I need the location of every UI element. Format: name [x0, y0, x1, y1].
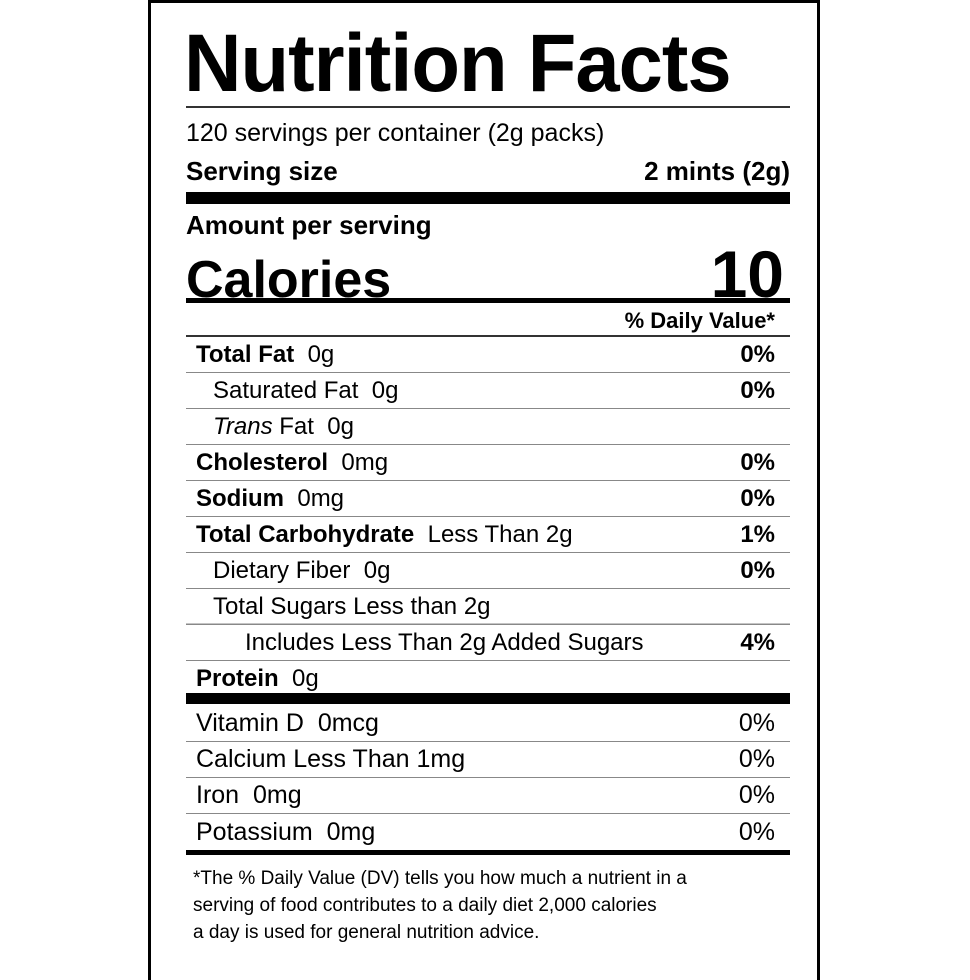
daily-value-header: % Daily Value* — [624, 308, 775, 333]
serving-size-row: Serving size 2 mints (2g) — [186, 156, 790, 187]
nutrient-label: Saturated Fat — [213, 376, 359, 404]
nutrient-amount: 0mg — [297, 484, 345, 512]
vitamin-label: Iron — [196, 781, 240, 809]
vitamin-amount: 0mcg — [317, 709, 379, 737]
vitamin-name: Calcium Less Than 1mg — [186, 745, 465, 774]
nutrient-row: Cholesterol 0mg 0% — [186, 445, 790, 481]
vitamin-row: Potassium 0mg 0% — [186, 814, 790, 850]
medium-divider — [186, 298, 790, 303]
nutrient-daily-value: 0% — [740, 556, 775, 584]
nutrient-name: Protein 0g — [186, 665, 319, 693]
vitamin-row: Calcium Less Than 1mg 0% — [186, 742, 790, 778]
nutrient-daily-value: 4% — [740, 628, 775, 656]
nutrient-row: Sodium 0mg 0% — [186, 481, 790, 517]
nutrient-name: Total Sugars Less than 2g — [186, 593, 491, 621]
nutrient-label: Cholesterol — [196, 448, 329, 476]
vitamin-list: Vitamin D 0mcg 0% Calcium Less Than 1mg 0% I… — [186, 706, 790, 850]
nutrient-label: Total Sugars Less than 2g — [213, 593, 491, 620]
nutrient-name: Dietary Fiber 0g — [186, 557, 390, 585]
vitamin-amount: 0mg — [326, 817, 376, 846]
nutrient-label: Sodium — [196, 484, 284, 512]
footnote-line: serving of food contributes to a daily d… — [193, 895, 657, 916]
label-title: Nutrition Facts — [184, 18, 732, 109]
nutrient-row: Saturated Fat 0g 0% — [186, 373, 790, 409]
nutrient-name: Sodium 0mg — [186, 485, 344, 513]
divider — [186, 335, 790, 337]
vitamin-daily-value: 0% — [738, 817, 775, 846]
nutrient-row: Includes Less Than 2g Added Sugars 4% — [186, 625, 790, 661]
nutrient-name: Saturated Fat 0g — [186, 377, 398, 405]
thick-divider — [186, 192, 790, 204]
nutrient-label: Total Carbohydrate — [196, 520, 415, 548]
medium-divider — [186, 850, 790, 855]
nutrient-amount: 0g — [371, 376, 399, 404]
nutrient-amount: 0mg — [341, 448, 389, 476]
footnote-line: *The % Daily Value (DV) tells you how mu… — [193, 868, 687, 889]
nutrient-label: Trans — [213, 412, 273, 440]
nutrient-amount: Less Than 2g — [427, 520, 573, 548]
divider — [186, 106, 790, 108]
vitamin-row: Vitamin D 0mcg 0% — [186, 706, 790, 742]
nutrient-daily-value: 0% — [740, 484, 775, 512]
nutrient-row: Total Sugars Less than 2g — [186, 589, 790, 625]
nutrient-amount: 0g — [292, 665, 319, 692]
nutrient-row: Total Fat 0g 0% — [186, 337, 790, 373]
nutrient-label: Includes Less Than 2g Added Sugars — [245, 628, 644, 656]
nutrition-facts-label: Nutrition Facts 120 servings per contain… — [148, 0, 820, 980]
nutrient-name: Trans Fat 0g — [186, 413, 354, 441]
servings-per-container: 120 servings per container (2g packs) — [186, 119, 605, 147]
nutrient-daily-value: 0% — [740, 448, 775, 476]
vitamin-name: Potassium 0mg — [186, 818, 375, 847]
nutrient-label: Total Fat — [196, 340, 295, 368]
vitamin-label: Potassium — [196, 817, 313, 846]
nutrient-row: Dietary Fiber 0g 0% — [186, 553, 790, 589]
nutrient-row: Protein 0g — [186, 661, 790, 697]
serving-size-label: Serving size — [186, 156, 338, 186]
nutrient-amount: 0g — [327, 412, 354, 440]
vitamin-daily-value: 0% — [738, 781, 775, 809]
nutrient-amount: 0g — [307, 340, 335, 368]
vitamin-name: Vitamin D 0mcg — [186, 709, 379, 738]
amount-per-serving: Amount per serving — [186, 210, 432, 240]
nutrient-list: Total Fat 0g 0% Saturated Fat 0g 0% Trans Fa… — [186, 337, 790, 697]
thick-divider — [186, 693, 790, 704]
nutrient-name: Cholesterol 0mg — [186, 449, 388, 477]
nutrient-daily-value: 0% — [740, 376, 775, 404]
nutrient-name: Total Fat 0g — [186, 341, 334, 369]
vitamin-label: Vitamin D — [196, 709, 304, 737]
nutrient-daily-value: 1% — [740, 520, 775, 548]
nutrient-name: Includes Less Than 2g Added Sugars — [186, 629, 644, 657]
nutrient-label: Protein — [196, 665, 279, 692]
footnote-line: a day is used for general nutrition advi… — [193, 922, 540, 943]
vitamin-row: Iron 0mg 0% — [186, 778, 790, 814]
nutrient-amount: 0g — [363, 556, 391, 584]
nutrient-label-suffix: Fat — [272, 412, 314, 440]
vitamin-daily-value: 0% — [738, 709, 775, 737]
nutrient-label: Dietary Fiber — [213, 556, 351, 584]
nutrient-daily-value: 0% — [740, 340, 775, 368]
vitamin-label: Calcium Less Than 1mg — [196, 745, 466, 773]
nutrient-name: Total Carbohydrate Less Than 2g — [186, 521, 573, 549]
vitamin-daily-value: 0% — [738, 745, 775, 773]
nutrient-row: Total Carbohydrate Less Than 2g 1% — [186, 517, 790, 553]
footnote: *The % Daily Value (DV) tells you how mu… — [193, 865, 783, 946]
vitamin-name: Iron 0mg — [186, 781, 302, 810]
serving-size-value: 2 mints (2g) — [644, 156, 790, 186]
nutrient-row: Trans Fat 0g — [186, 409, 790, 445]
vitamin-amount: 0mg — [253, 781, 302, 809]
